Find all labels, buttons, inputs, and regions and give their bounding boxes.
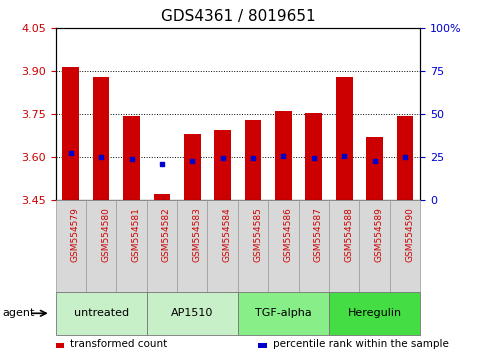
Point (67, 150, 74, 156)
Point (249, 155, 257, 161)
Text: GSM554586: GSM554586 (284, 207, 293, 262)
Text: agent: agent (2, 308, 35, 318)
Bar (177, 200, 208, 292)
Text: GSM554580: GSM554580 (101, 207, 110, 262)
Point (188, 159, 196, 164)
Text: GSM554589: GSM554589 (375, 207, 384, 262)
Bar (208, 200, 238, 292)
Bar (329, 200, 359, 292)
Bar (305, 113, 322, 200)
Text: GSM554587: GSM554587 (314, 207, 323, 262)
Bar (154, 194, 170, 200)
Bar (62, 67, 79, 200)
Bar (86, 200, 116, 292)
Text: TGF-alpha: TGF-alpha (255, 308, 312, 318)
Bar (336, 77, 353, 200)
Text: GDS4361 / 8019651: GDS4361 / 8019651 (160, 9, 315, 24)
Bar (359, 200, 390, 292)
Text: GSM554590: GSM554590 (405, 207, 414, 262)
Bar (56, 292, 147, 335)
Bar (123, 116, 140, 200)
Point (219, 155, 227, 161)
Bar (56, 200, 86, 292)
Point (310, 155, 318, 160)
Bar (245, 120, 261, 200)
Bar (93, 77, 110, 200)
Text: GSM554584: GSM554584 (223, 207, 232, 262)
Point (371, 159, 379, 164)
Text: GSM554583: GSM554583 (192, 207, 201, 262)
Point (158, 161, 166, 167)
Bar (329, 292, 420, 335)
Point (280, 153, 287, 159)
Bar (397, 116, 413, 200)
Point (401, 154, 409, 160)
Text: GSM554581: GSM554581 (131, 207, 141, 262)
Bar (238, 200, 268, 292)
Bar (268, 200, 298, 292)
Bar (147, 200, 177, 292)
Point (341, 153, 348, 159)
Point (97, 154, 105, 160)
Text: Heregulin: Heregulin (348, 308, 402, 318)
Point (128, 156, 135, 161)
Text: untreated: untreated (73, 308, 128, 318)
Bar (238, 292, 329, 335)
Bar (214, 130, 231, 200)
Bar (116, 200, 147, 292)
Bar (366, 137, 383, 200)
Text: GSM554579: GSM554579 (71, 207, 80, 262)
Bar (390, 200, 420, 292)
Text: GSM554582: GSM554582 (162, 207, 171, 262)
Text: GSM554585: GSM554585 (253, 207, 262, 262)
Text: GSM554588: GSM554588 (344, 207, 353, 262)
Text: AP1510: AP1510 (171, 308, 213, 318)
Text: transformed count: transformed count (70, 339, 167, 349)
Bar (298, 200, 329, 292)
Bar (275, 111, 292, 200)
Bar (147, 292, 238, 335)
Bar (184, 134, 200, 200)
Text: percentile rank within the sample: percentile rank within the sample (273, 339, 449, 349)
